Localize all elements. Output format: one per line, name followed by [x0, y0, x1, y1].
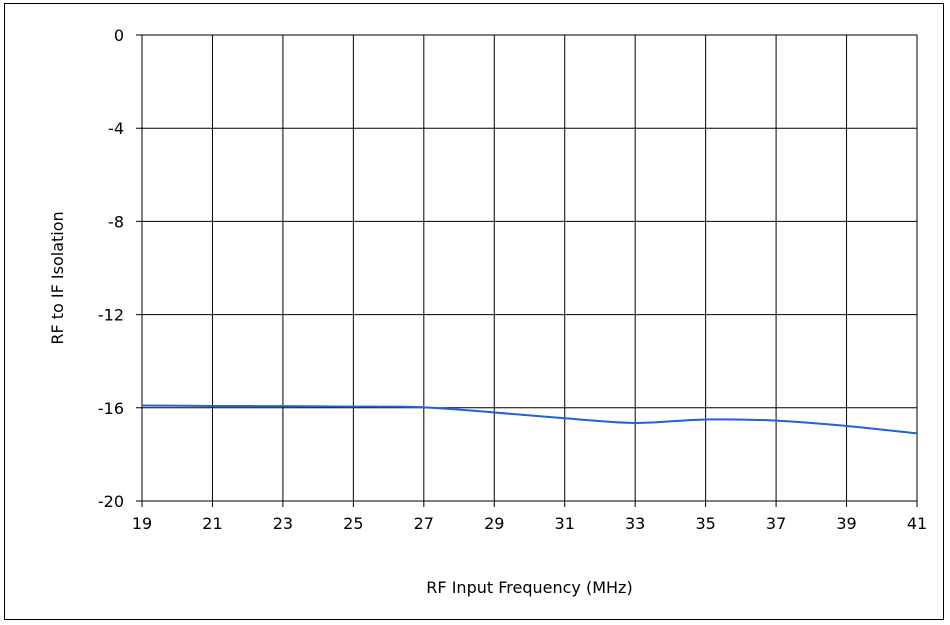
- y-tick-label--20: -20: [98, 492, 124, 511]
- tick-labels: 19 21 23 25 27 29 31 33 35 37 39 41 0 -4 -8 -12 -16 -20: [98, 26, 927, 533]
- y-tick-label--16: -16: [98, 399, 124, 418]
- x-tick-label-27: 27: [414, 514, 434, 533]
- y-tick-label--4: -4: [108, 119, 124, 138]
- x-tick-label-41: 41: [907, 514, 927, 533]
- y-axis-title: RF to IF Isolation: [48, 211, 67, 344]
- y-tick-label--8: -8: [108, 212, 124, 231]
- x-tick-label-19: 19: [132, 514, 152, 533]
- x-tick-label-29: 29: [484, 514, 504, 533]
- x-axis-title: RF Input Frequency (MHz): [426, 578, 632, 597]
- series-layer: [141, 404, 918, 435]
- series-line-0: [141, 404, 918, 435]
- y-tick-label-0: 0: [114, 26, 124, 45]
- x-tick-label-37: 37: [766, 514, 786, 533]
- x-tick-label-33: 33: [625, 514, 645, 533]
- plot-border: [141, 34, 918, 502]
- grid: [136, 34, 918, 507]
- x-tick-label-21: 21: [202, 514, 222, 533]
- chart-frame: 19 21 23 25 27 29 31 33 35 37 39 41 0 -4 -8 -12 -16 -20 R…: [4, 3, 944, 620]
- x-tick-label-25: 25: [343, 514, 363, 533]
- x-tick-label-39: 39: [836, 514, 856, 533]
- y-tick-label--12: -12: [98, 306, 124, 325]
- x-tick-label-31: 31: [555, 514, 575, 533]
- x-tick-label-23: 23: [273, 514, 293, 533]
- x-tick-label-35: 35: [695, 514, 715, 533]
- line-chart: 19 21 23 25 27 29 31 33 35 37 39 41 0 -4 -8 -12 -16 -20 R…: [48, 26, 927, 597]
